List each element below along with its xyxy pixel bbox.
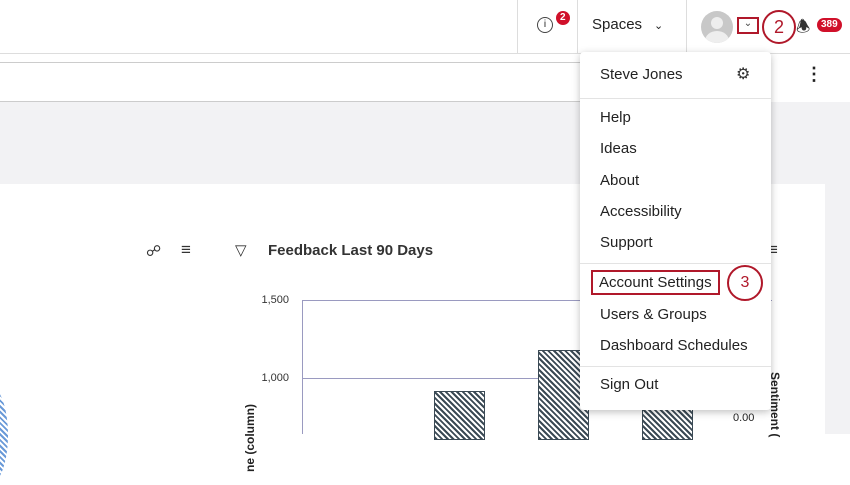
share-icon[interactable]: ☍ [146,243,162,260]
menu-item-ideas[interactable]: Ideas [600,140,637,157]
step-callout: 2 [762,10,796,44]
y2-tick: 0.00 [733,412,755,424]
gridline-1000 [302,378,772,379]
menu-item-support[interactable]: Support [600,234,653,251]
spaces-label: Spaces [592,16,643,33]
more-options-icon[interactable]: ⋮ [805,64,823,84]
chart-bar [434,391,485,440]
info-icon[interactable]: i [537,17,553,33]
menu-item-users-groups[interactable]: Users & Groups [600,306,707,323]
chart-bar [642,409,693,440]
page-background [825,184,850,434]
user-menu: Steve Jones ⚙ Help Ideas About Accessibi… [580,52,771,410]
step-callout: 3 [727,265,763,301]
filter-icon[interactable]: ▽ [235,242,247,259]
avatar[interactable] [701,11,733,43]
menu-item-sign-out[interactable]: Sign Out [600,376,659,393]
chevron-down-icon: ⌄ [654,20,664,32]
gridline-1500 [302,300,772,301]
user-menu-chevron-icon[interactable]: ⌄ [737,17,759,34]
notifications-badge: 389 [817,18,842,32]
info-badge: 2 [556,11,570,25]
bell-icon[interactable]: 🕭 [796,19,811,36]
y-tick: 1,500 [261,294,289,306]
spaces-dropdown[interactable]: Spaces ⌄ [592,16,663,33]
divider [686,0,687,54]
menu-item-dashboard-schedules[interactable]: Dashboard Schedules [600,337,748,354]
menu-icon[interactable]: ≡ [181,240,191,259]
gear-icon[interactable]: ⚙ [736,66,751,83]
divider [517,0,518,54]
divider [577,0,578,54]
menu-item-about[interactable]: About [600,172,640,189]
widget-title: Feedback Last 90 Days [268,242,434,259]
menu-item-accessibility[interactable]: Accessibility [600,203,682,220]
y-axis-label: ne (column) [243,404,257,472]
menu-item-help[interactable]: Help [600,109,631,126]
y-axis [302,300,303,434]
widget-menu-icon[interactable]: ≡ [768,240,778,259]
user-name: Steve Jones [600,66,683,83]
pie-chart-slice [0,385,8,485]
y-tick: 1,000 [261,372,289,384]
menu-item-account-settings[interactable]: Account Settings [591,270,720,295]
